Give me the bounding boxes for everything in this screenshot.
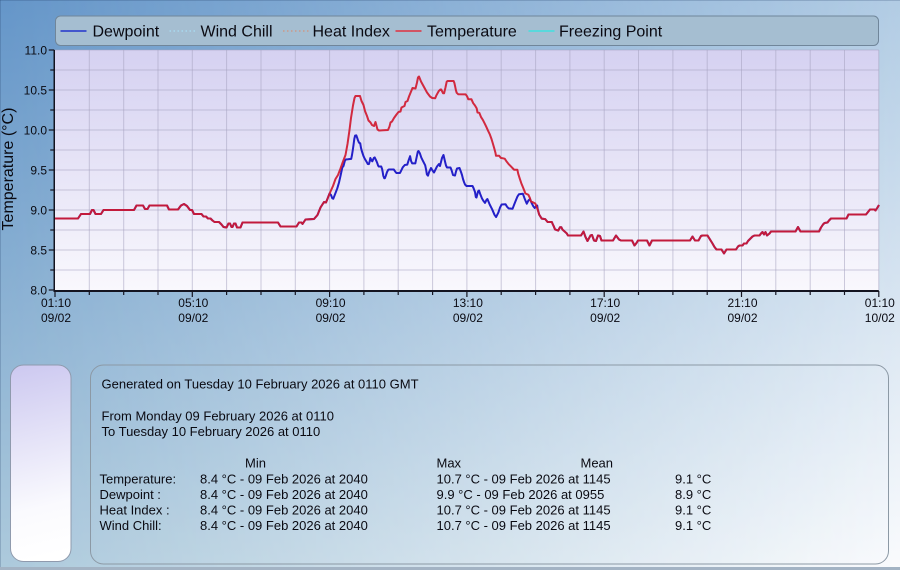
svg-text:10.7 °C - 09 Feb 2026 at 1145: 10.7 °C - 09 Feb 2026 at 1145 xyxy=(437,503,611,518)
svg-text:Wind Chill:: Wind Chill: xyxy=(100,518,162,533)
svg-text:Max: Max xyxy=(437,456,462,471)
svg-text:01:10: 01:10 xyxy=(41,296,71,310)
svg-text:Temperature:: Temperature: xyxy=(100,472,177,487)
svg-text:21:10: 21:10 xyxy=(727,296,757,310)
svg-text:9.1 °C: 9.1 °C xyxy=(675,472,711,487)
svg-text:10.7 °C - 09 Feb 2026 at 1145: 10.7 °C - 09 Feb 2026 at 1145 xyxy=(437,518,611,533)
svg-text:10.7 °C - 09 Feb 2026 at 1145: 10.7 °C - 09 Feb 2026 at 1145 xyxy=(437,472,611,487)
svg-text:Dewpoint :: Dewpoint : xyxy=(100,487,161,502)
svg-text:10.5: 10.5 xyxy=(24,84,48,98)
svg-text:10/02: 10/02 xyxy=(865,311,895,325)
svg-text:09/02: 09/02 xyxy=(178,311,208,325)
svg-text:9.5: 9.5 xyxy=(30,164,47,178)
svg-text:8.4 °C - 09 Feb 2026 at 2040: 8.4 °C - 09 Feb 2026 at 2040 xyxy=(200,503,368,518)
svg-text:8.9 °C: 8.9 °C xyxy=(675,487,711,502)
svg-text:Generated on Tuesday 10 Februa: Generated on Tuesday 10 February 2026 at… xyxy=(102,377,419,392)
svg-text:09/02: 09/02 xyxy=(41,311,71,325)
svg-text:8.4 °C - 09 Feb 2026 at 2040: 8.4 °C - 09 Feb 2026 at 2040 xyxy=(200,472,368,487)
svg-text:Heat Index: Heat Index xyxy=(313,24,390,41)
svg-text:8.4 °C - 09 Feb 2026 at 2040: 8.4 °C - 09 Feb 2026 at 2040 xyxy=(200,518,368,533)
svg-text:09:10: 09:10 xyxy=(316,296,346,310)
svg-text:09/02: 09/02 xyxy=(316,311,346,325)
svg-text:05:10: 05:10 xyxy=(178,296,208,310)
svg-text:9.0: 9.0 xyxy=(30,204,47,218)
svg-text:11.0: 11.0 xyxy=(25,44,48,58)
svg-text:8.5: 8.5 xyxy=(30,244,47,258)
svg-text:Temperature: Temperature xyxy=(427,24,517,41)
svg-text:Min: Min xyxy=(245,456,266,471)
svg-text:09/02: 09/02 xyxy=(590,311,620,325)
svg-text:09/02: 09/02 xyxy=(453,311,483,325)
svg-text:9.1 °C: 9.1 °C xyxy=(675,503,711,518)
svg-text:9.9 °C - 09 Feb 2026 at 0955: 9.9 °C - 09 Feb 2026 at 0955 xyxy=(437,487,605,502)
svg-text:9.1 °C: 9.1 °C xyxy=(675,518,711,533)
svg-text:Temperature (°C): Temperature (°C) xyxy=(0,108,17,231)
svg-text:17:10: 17:10 xyxy=(590,296,620,310)
svg-text:Heat Index :: Heat Index : xyxy=(100,503,170,518)
svg-text:Dewpoint: Dewpoint xyxy=(93,24,160,41)
svg-text:10.0: 10.0 xyxy=(24,124,48,138)
svg-text:8.4 °C - 09 Feb 2026 at 2040: 8.4 °C - 09 Feb 2026 at 2040 xyxy=(200,487,368,502)
svg-text:13:10: 13:10 xyxy=(453,296,483,310)
svg-text:8.0: 8.0 xyxy=(30,284,47,298)
svg-text:Wind Chill: Wind Chill xyxy=(201,24,273,41)
svg-text:From Monday 09 February 2026 a: From Monday 09 February 2026 at 0110 xyxy=(102,409,334,424)
svg-text:To Tuesday 10 February 2026 at: To Tuesday 10 February 2026 at 0110 xyxy=(102,424,321,439)
svg-text:09/02: 09/02 xyxy=(727,311,757,325)
svg-text:Mean: Mean xyxy=(581,456,614,471)
svg-text:01:10: 01:10 xyxy=(865,296,895,310)
svg-text:Freezing Point: Freezing Point xyxy=(559,24,663,41)
